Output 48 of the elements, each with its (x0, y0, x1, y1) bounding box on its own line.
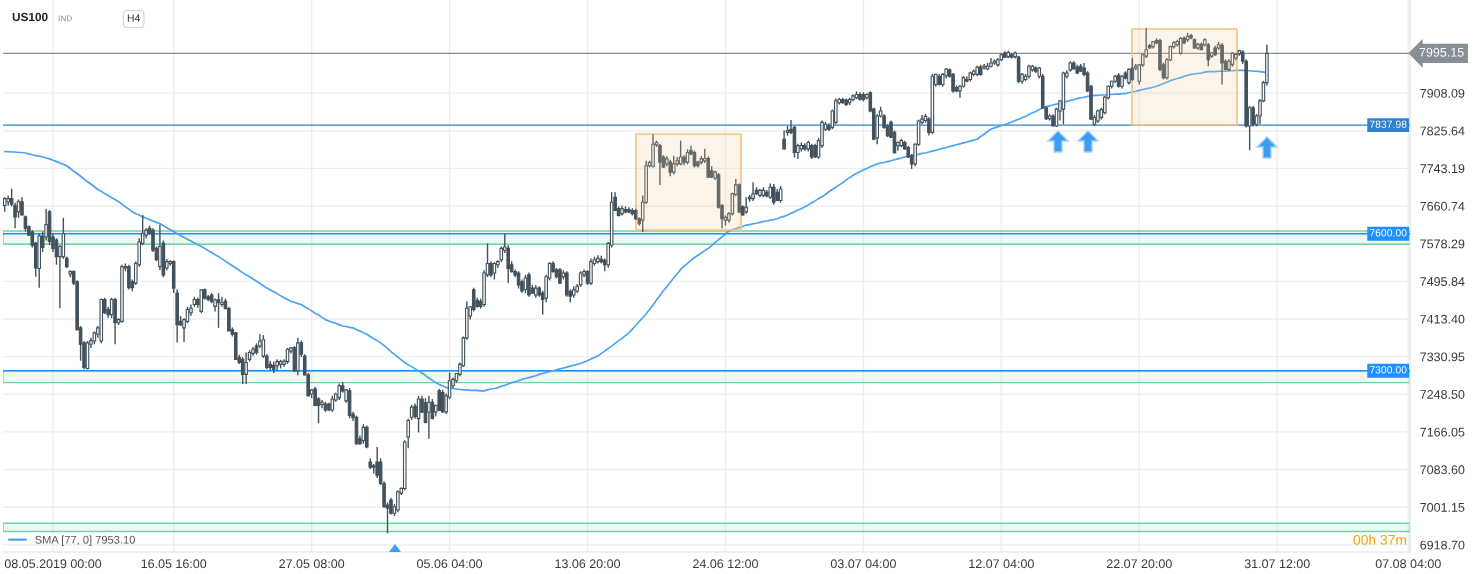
candlestick (113, 296, 117, 345)
x-tick-label: 03.07 04:00 (830, 559, 896, 569)
candlestick (651, 133, 655, 169)
candlestick (565, 270, 569, 298)
y-tick-label: 7001.15 (1420, 502, 1465, 512)
text: US100 (12, 12, 48, 22)
annotation: 00h 37m (1353, 534, 1407, 545)
ref-line-label: 7300.00 (1369, 366, 1407, 374)
y-tick-label: 7413.40 (1420, 314, 1465, 324)
y-tick-label: 7248.50 (1420, 390, 1465, 399)
x-tick-label: 08.05.2019 00:00 (4, 559, 102, 569)
x-tick-label: 31.07 12:00 (1244, 559, 1310, 569)
candlestick (320, 399, 324, 409)
ref-line-label: 7995.15 (1419, 47, 1464, 57)
ref-line-label: 7600.00 (1369, 229, 1407, 237)
annotation: IND (58, 15, 72, 22)
y-tick-label: 7495.84 (1420, 277, 1465, 286)
y-tick-label: 7083.60 (1420, 465, 1465, 475)
ref-line-label: 7837.98 (1369, 120, 1407, 128)
candlestick (1220, 42, 1224, 86)
y-tick-label: 7743.19 (1420, 164, 1465, 174)
annotation: H4 (127, 14, 141, 22)
x-tick-label: 05.06 04:00 (417, 559, 483, 569)
x-tick-label: 24.06 12:00 (693, 559, 758, 569)
candlestick (751, 181, 755, 202)
candlestick (951, 72, 955, 94)
y-tick-label: 7578.29 (1420, 239, 1465, 249)
y-tick-label: 7166.05 (1420, 427, 1465, 437)
x-tick-label: 13.06 20:00 (555, 559, 621, 569)
x-tick-label: 12.07 04:00 (969, 559, 1034, 569)
candlestick (437, 388, 442, 412)
candlestick (244, 351, 248, 385)
x-tick-label: 22.07 20:00 (1106, 559, 1172, 569)
y-tick-label: 7660.74 (1420, 201, 1465, 211)
candlestick (396, 489, 400, 513)
candlestick (589, 257, 593, 286)
y-tick-label: 7825.64 (1420, 126, 1465, 136)
candlestick (20, 196, 24, 217)
x-tick-label: 16.05 16:00 (141, 559, 207, 569)
candlestick (527, 271, 531, 298)
legend-label: SMA [77, 0] 7953.10 (35, 535, 135, 546)
x-tick-label: 07.08 04:00 (1375, 559, 1441, 569)
candlestick (1251, 105, 1255, 128)
x-tick-label: 27.05 08:00 (279, 559, 345, 569)
candlestick (658, 143, 662, 186)
y-tick-label: 6918.70 (1420, 540, 1465, 550)
y-tick-label: 7330.95 (1420, 352, 1465, 362)
y-tick-label: 7908.09 (1420, 88, 1465, 98)
